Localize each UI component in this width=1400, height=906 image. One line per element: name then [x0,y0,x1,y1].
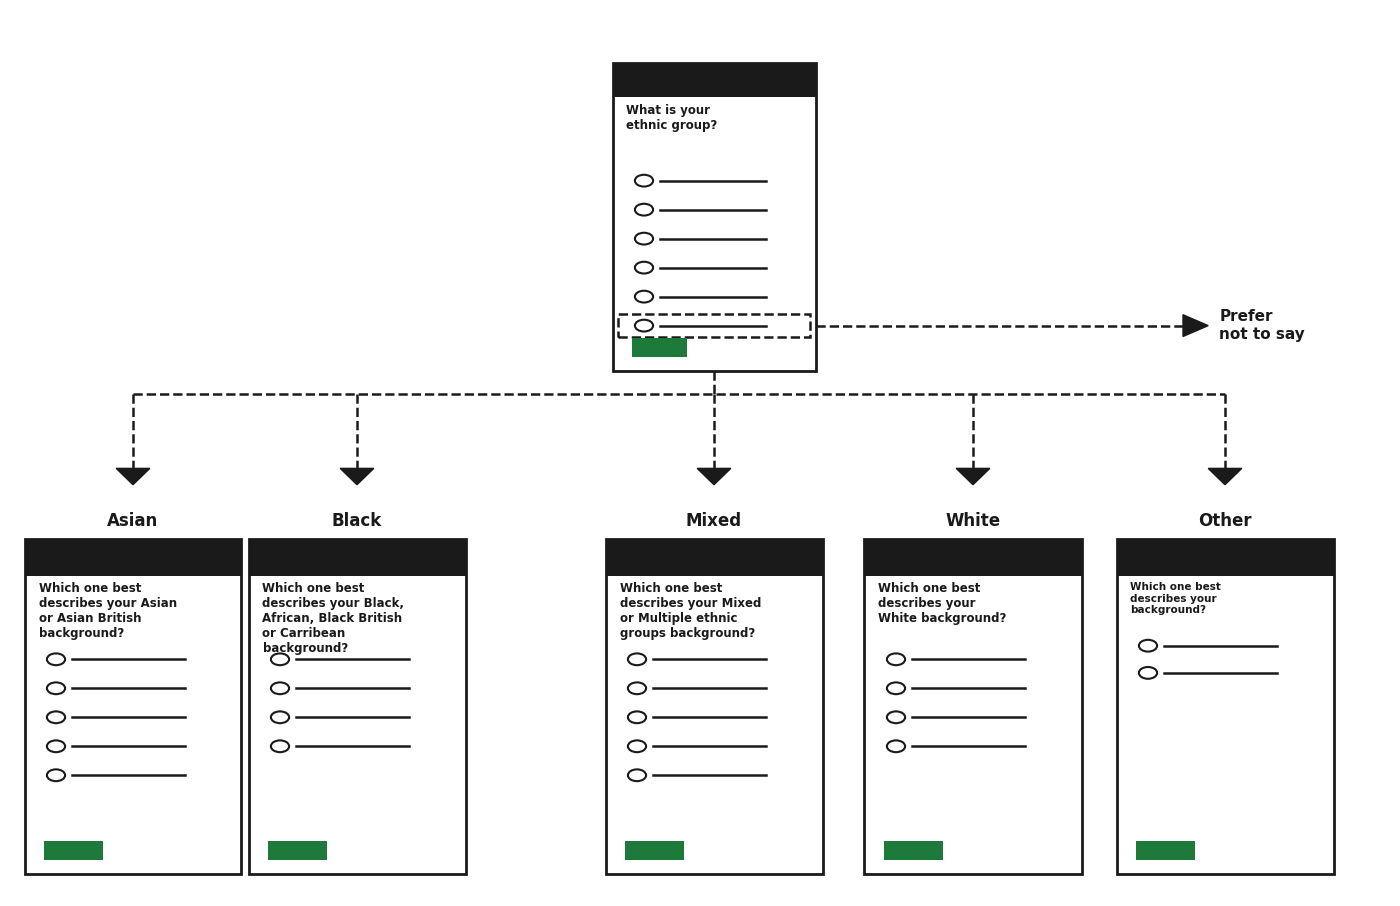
Text: Asian: Asian [108,512,158,530]
Text: White: White [945,512,1001,530]
Circle shape [634,320,652,332]
Circle shape [888,711,904,723]
Circle shape [634,262,652,274]
Circle shape [270,682,290,694]
Circle shape [1140,640,1156,651]
FancyBboxPatch shape [1135,841,1194,860]
Polygon shape [1183,314,1208,336]
FancyBboxPatch shape [249,539,465,874]
Circle shape [634,233,652,245]
FancyBboxPatch shape [25,539,241,874]
Text: Which one best
describes your
background?: Which one best describes your background… [1131,583,1221,615]
FancyBboxPatch shape [613,63,815,97]
FancyBboxPatch shape [624,841,683,860]
FancyBboxPatch shape [25,539,241,576]
Circle shape [888,653,904,665]
Text: Black: Black [332,512,382,530]
Circle shape [48,711,64,723]
Circle shape [270,653,290,665]
FancyBboxPatch shape [633,338,687,357]
Circle shape [888,740,904,752]
Circle shape [627,653,647,665]
Circle shape [634,204,652,216]
Text: Which one best
describes your Mixed
or Multiple ethnic
groups background?: Which one best describes your Mixed or M… [619,583,760,641]
Circle shape [48,769,64,781]
Circle shape [48,740,64,752]
FancyBboxPatch shape [885,841,942,860]
Circle shape [627,711,647,723]
Circle shape [48,653,64,665]
Text: Mixed: Mixed [686,512,742,530]
FancyBboxPatch shape [269,841,326,860]
FancyBboxPatch shape [864,539,1081,874]
FancyBboxPatch shape [605,539,823,576]
Text: Which one best
describes your Asian
or Asian British
background?: Which one best describes your Asian or A… [39,583,176,641]
Text: What is your
ethnic group?: What is your ethnic group? [627,103,718,131]
Circle shape [634,291,652,303]
Circle shape [270,711,290,723]
Circle shape [627,769,647,781]
Text: Which one best
describes your Black,
African, Black British
or Carribean
backgro: Which one best describes your Black, Afr… [263,583,405,655]
Polygon shape [1208,468,1242,485]
FancyBboxPatch shape [249,539,465,576]
Circle shape [634,175,652,187]
Polygon shape [116,468,150,485]
FancyBboxPatch shape [1117,539,1333,576]
Polygon shape [956,468,990,485]
Circle shape [888,682,904,694]
FancyBboxPatch shape [605,539,823,874]
FancyBboxPatch shape [45,841,102,860]
FancyBboxPatch shape [864,539,1081,576]
Text: Prefer
not to say: Prefer not to say [1219,310,1305,342]
Circle shape [270,740,290,752]
Text: Which one best
describes your
White background?: Which one best describes your White back… [879,583,1007,625]
Polygon shape [340,468,374,485]
Text: Other: Other [1198,512,1252,530]
FancyBboxPatch shape [1117,539,1333,874]
FancyBboxPatch shape [613,63,815,371]
Polygon shape [697,468,731,485]
Circle shape [627,682,647,694]
Circle shape [48,682,64,694]
Circle shape [1140,667,1156,679]
Circle shape [627,740,647,752]
